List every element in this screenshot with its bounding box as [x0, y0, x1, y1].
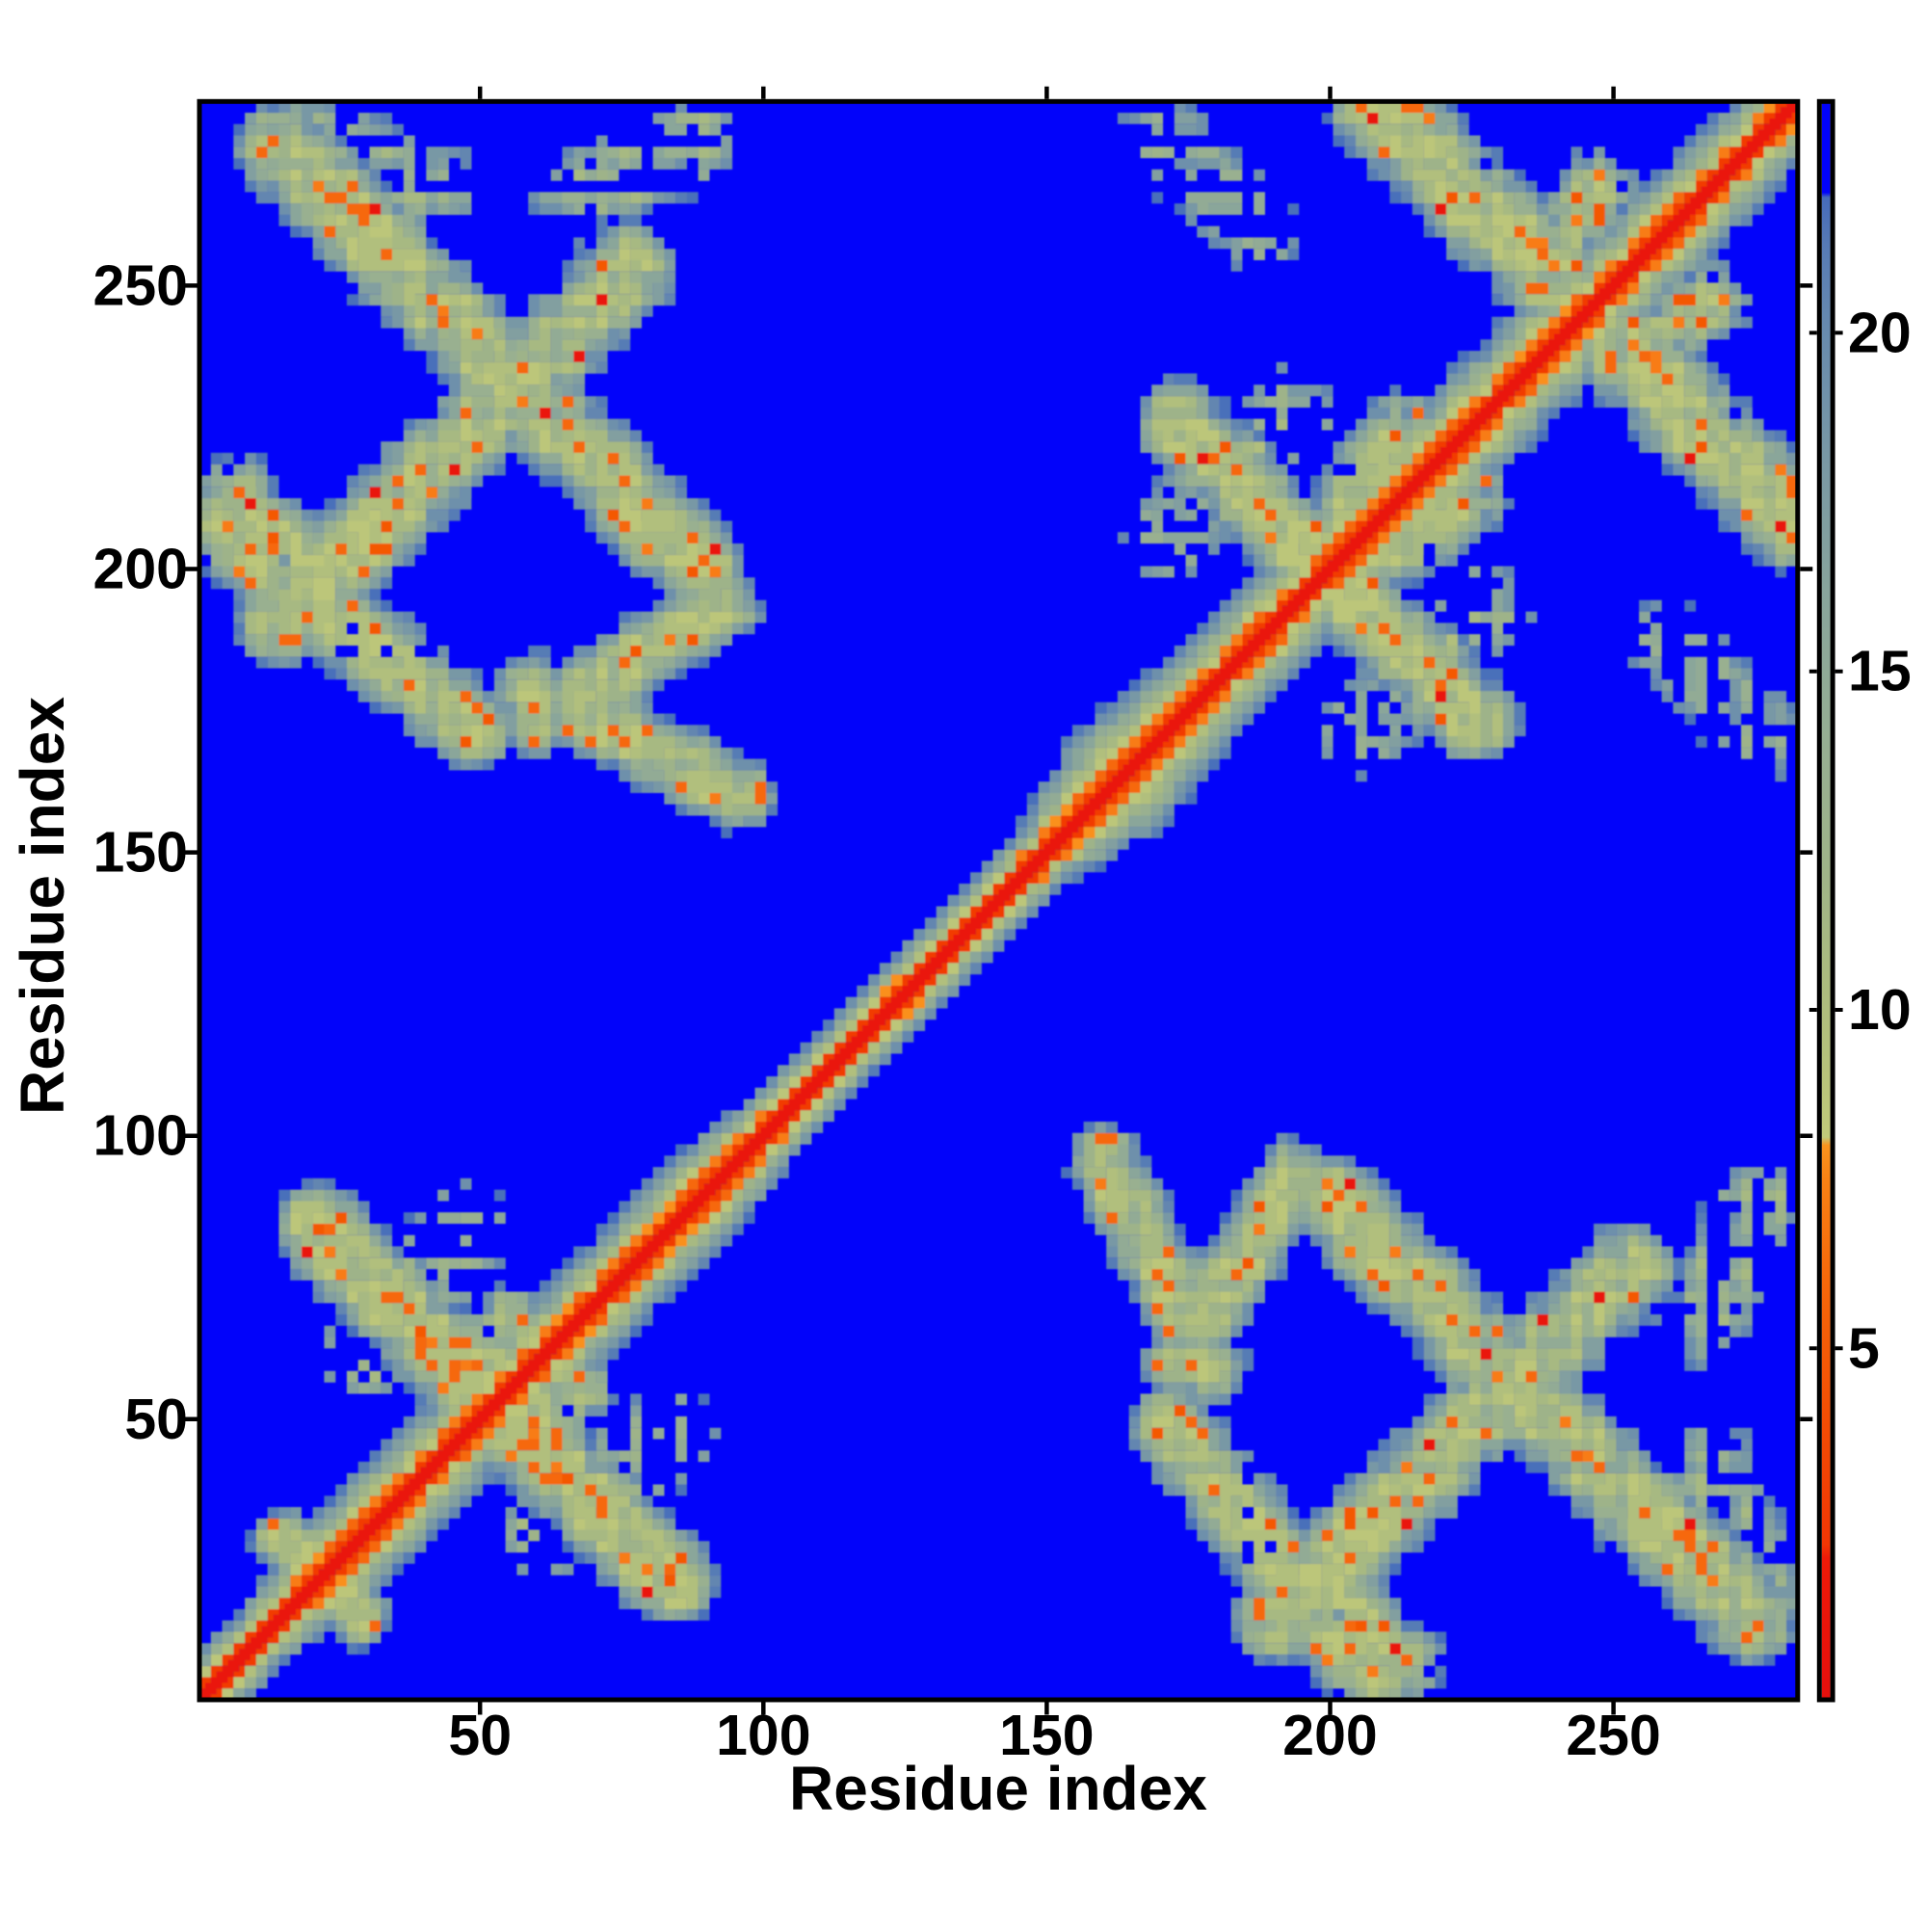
svg-text:Residue index: Residue index — [8, 697, 77, 1115]
svg-text:100: 100 — [93, 1104, 188, 1168]
svg-text:Residue index: Residue index — [789, 1754, 1207, 1823]
svg-text:50: 50 — [448, 1704, 512, 1767]
svg-text:200: 200 — [93, 538, 188, 601]
svg-text:200: 200 — [1282, 1704, 1377, 1767]
svg-text:100: 100 — [716, 1704, 810, 1767]
svg-text:250: 250 — [1566, 1704, 1660, 1767]
svg-text:5: 5 — [1848, 1316, 1880, 1380]
svg-text:50: 50 — [124, 1388, 188, 1451]
svg-text:15: 15 — [1848, 640, 1912, 703]
svg-text:10: 10 — [1848, 978, 1912, 1042]
svg-text:150: 150 — [93, 821, 188, 885]
svg-text:20: 20 — [1848, 301, 1912, 364]
svg-text:250: 250 — [93, 253, 188, 317]
svg-text:150: 150 — [999, 1704, 1094, 1767]
